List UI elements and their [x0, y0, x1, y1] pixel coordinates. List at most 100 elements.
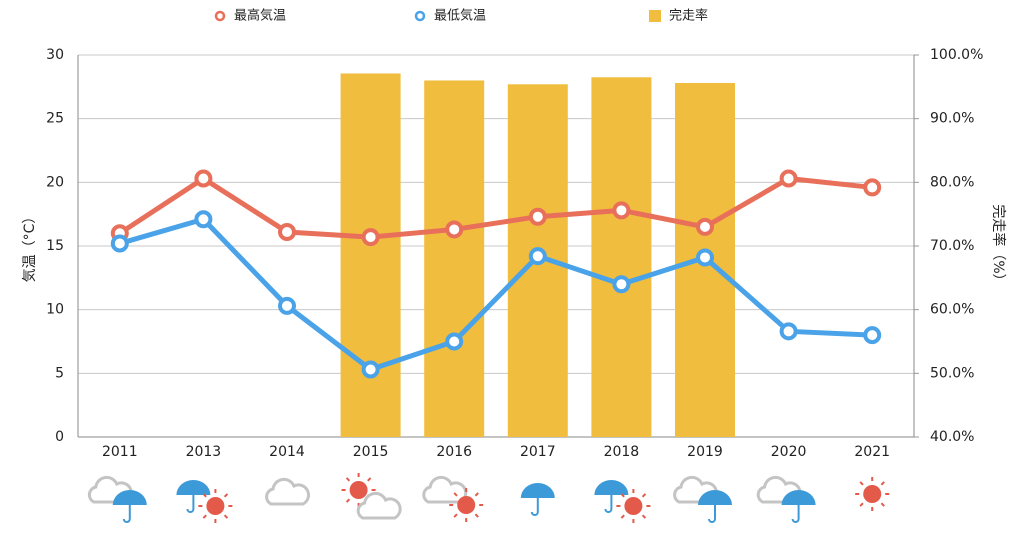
point: [528, 207, 547, 226]
y2-axis-label: 完走率（%）: [990, 204, 1007, 287]
x-tick-label: 2018: [604, 444, 640, 460]
umbrella-handle: [122, 505, 131, 523]
point: [779, 169, 798, 188]
point: [696, 248, 714, 267]
point: [110, 234, 129, 253]
sun-icon: [349, 481, 368, 499]
legend-label: 完走率: [669, 8, 708, 24]
x-tick-label: 2014: [269, 444, 305, 460]
umbrella-icon: [594, 480, 629, 495]
sun-ray: [859, 502, 864, 507]
line: [119, 216, 873, 373]
sun-ray: [367, 477, 372, 482]
sun-ray: [859, 481, 864, 486]
y-axis-label: 気温（°C）: [22, 210, 38, 283]
point: [361, 228, 380, 247]
umbrella-icon: [698, 490, 732, 505]
point: [528, 247, 547, 266]
point: [194, 169, 213, 188]
x-tick-label: 2016: [436, 444, 472, 460]
y2-tick-label: 100.0%: [930, 47, 983, 63]
sun-ray: [453, 492, 458, 497]
y2-tick-label: 80.0%: [930, 174, 974, 190]
point: [863, 178, 882, 197]
point: [696, 217, 714, 236]
umbrella-icon: [781, 490, 816, 505]
sun-ray: [474, 513, 479, 518]
weather-icon: [520, 483, 555, 516]
point: [612, 201, 631, 220]
cloud-icon: [356, 491, 402, 520]
y2-tick-label: 50.0%: [930, 365, 974, 381]
weather-icon: [422, 475, 484, 522]
y2-tick-label: 70.0%: [930, 238, 974, 254]
sun-icon: [624, 497, 643, 515]
y-tick-label: 25: [46, 111, 64, 127]
point: [445, 332, 464, 351]
x-tick-label: 2020: [771, 444, 807, 460]
sun-ray: [223, 493, 229, 498]
bar: [591, 77, 652, 438]
y-tick-label: 20: [46, 174, 64, 190]
weather-icon: [594, 480, 651, 523]
sun-ray: [202, 493, 207, 498]
point: [278, 296, 296, 315]
y-tick-label: 30: [46, 47, 64, 63]
sun-ray: [620, 514, 625, 519]
legend-marker: [214, 10, 226, 22]
bar: [340, 73, 401, 438]
x-tick-label: 2011: [102, 444, 138, 460]
bar: [424, 80, 485, 437]
legend-label: 最高気温: [234, 8, 286, 24]
sun-icon: [863, 485, 882, 503]
point: [278, 222, 296, 241]
cloud-icon: [422, 475, 468, 504]
weather-icon: [673, 475, 732, 523]
x-tick-label: 2015: [353, 444, 389, 460]
sun-ray: [345, 477, 351, 482]
legend-label: 最低気温: [434, 8, 486, 24]
umbrella-handle: [791, 505, 800, 523]
sun-ray: [620, 493, 625, 498]
legend-marker: [649, 10, 661, 22]
umbrella-icon: [112, 490, 147, 505]
weather-icon: [855, 477, 890, 511]
point: [361, 360, 380, 379]
umbrella-handle: [186, 495, 195, 513]
x-tick-label: 2017: [520, 444, 556, 460]
legend-marker: [414, 10, 426, 22]
point: [445, 220, 464, 239]
cloud-icon: [265, 477, 311, 506]
y-tick-label: 5: [55, 365, 64, 381]
umbrella-handle: [604, 495, 613, 513]
umbrella-handle: [708, 505, 716, 523]
sun-ray: [880, 481, 885, 486]
x-tick-label: 2019: [687, 444, 723, 460]
sun-ray: [641, 493, 647, 498]
sun-icon: [457, 496, 476, 514]
weather-icon: [87, 475, 147, 523]
sun-ray: [880, 502, 885, 507]
y-tick-label: 15: [46, 238, 64, 254]
x-tick-label: 2013: [186, 444, 222, 460]
y-tick-label: 10: [46, 302, 64, 318]
sun-ray: [474, 492, 479, 497]
y2-tick-label: 60.0%: [930, 302, 974, 318]
umbrella-icon: [176, 480, 211, 495]
point: [779, 322, 798, 341]
point: [194, 210, 213, 229]
y-tick-label: 0: [55, 429, 64, 445]
x-tick-label: 2021: [854, 444, 890, 460]
sun-icon: [206, 497, 225, 515]
weather-icon: [756, 475, 816, 523]
umbrella-icon: [520, 483, 555, 498]
umbrella-handle: [530, 498, 539, 516]
y2-tick-label: 40.0%: [930, 429, 974, 445]
weather-icon: [176, 480, 233, 523]
line: [118, 176, 873, 240]
sun-ray: [202, 514, 207, 519]
sun-ray: [453, 513, 458, 518]
point: [863, 326, 882, 345]
sun-ray: [223, 514, 229, 519]
